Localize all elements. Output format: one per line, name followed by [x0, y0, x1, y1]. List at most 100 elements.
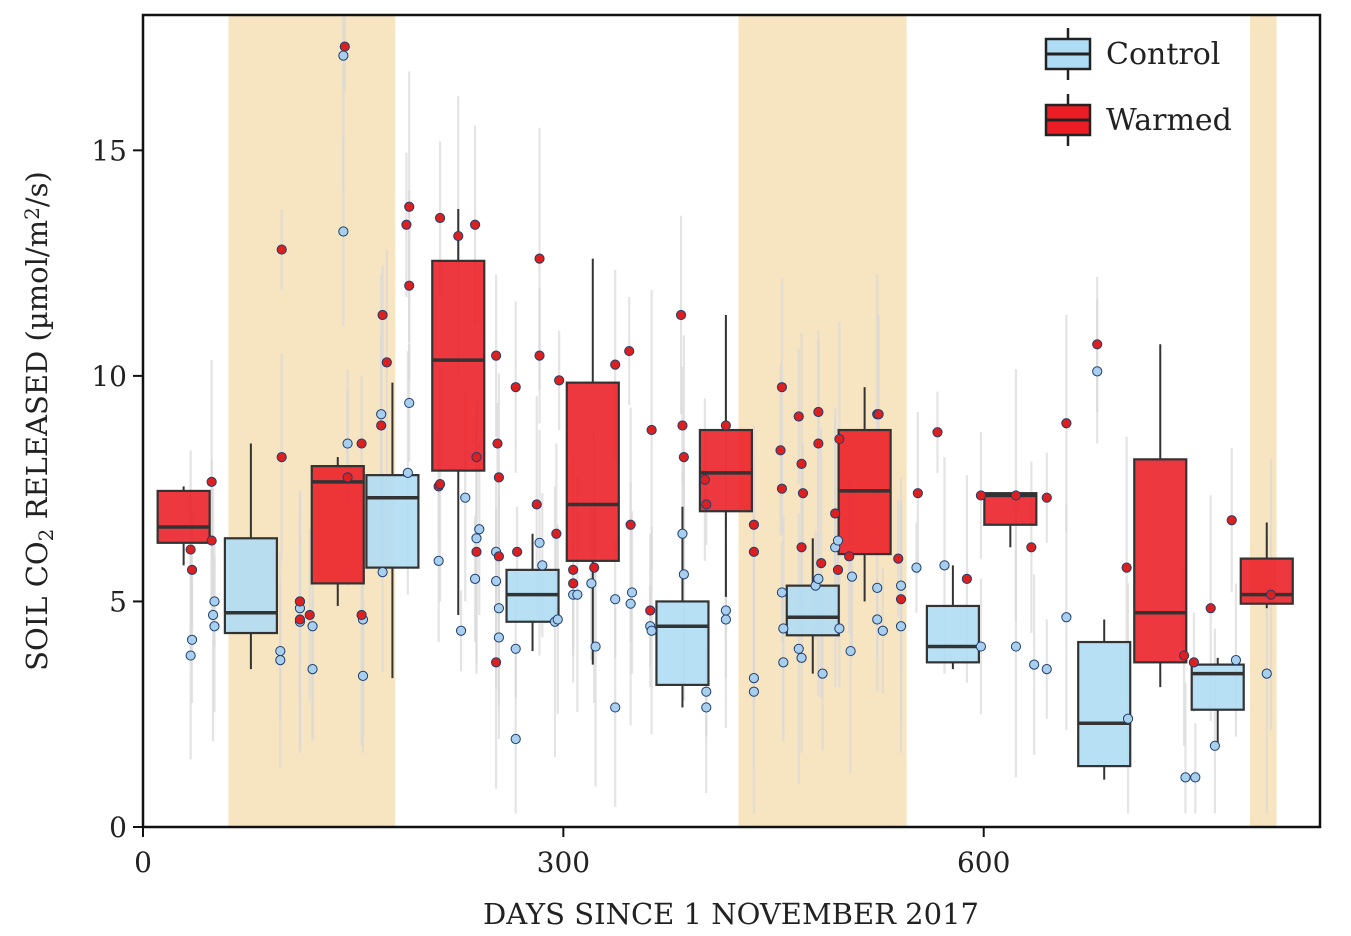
control-point	[338, 50, 349, 61]
warmed-point	[1205, 603, 1216, 614]
warmed-point	[720, 420, 731, 431]
control-box	[655, 506, 710, 708]
control-point	[975, 641, 987, 652]
control-point	[185, 650, 196, 661]
control-point	[460, 492, 471, 503]
box-body	[310, 465, 365, 585]
control-point	[275, 654, 286, 666]
warmed-point	[675, 309, 687, 321]
control-point	[895, 580, 907, 591]
warmed-point	[471, 546, 482, 557]
warmed-point	[1265, 589, 1277, 600]
warmed-point	[568, 578, 579, 589]
warmed-point	[912, 488, 923, 499]
control-box	[505, 533, 560, 652]
warmed-point	[356, 609, 367, 621]
control-point	[491, 576, 502, 587]
box-body	[1190, 663, 1245, 711]
warmed-point	[1121, 562, 1132, 573]
box-body	[1133, 458, 1188, 664]
warmed-point	[534, 350, 545, 361]
warmed-point	[589, 562, 600, 573]
warmed-point	[834, 433, 845, 445]
warmed-point	[961, 573, 973, 584]
warmed-point	[469, 219, 481, 230]
warmed-box	[310, 457, 365, 606]
warmed-point	[1041, 492, 1052, 503]
x-tick-label: 0	[134, 846, 152, 879]
control-box	[1190, 657, 1245, 746]
warmed-box	[156, 486, 211, 566]
legend-item-warmed: Warmed	[1044, 94, 1232, 146]
warmed-point	[776, 382, 788, 393]
y-axis-title-part: 2	[34, 529, 58, 542]
warmed-point	[699, 474, 710, 485]
warmed-point	[276, 451, 287, 463]
warmed-point	[401, 219, 412, 230]
warmed-box	[1133, 344, 1188, 688]
data-points	[185, 41, 1277, 783]
control-point	[1180, 772, 1191, 783]
warmed-point	[677, 420, 688, 431]
control-point	[793, 643, 804, 654]
box-body	[431, 259, 486, 472]
control-point	[1230, 654, 1242, 666]
control-point	[209, 621, 220, 632]
warmed-point	[893, 553, 904, 564]
control-point	[338, 226, 349, 237]
warmed-point	[1010, 490, 1022, 501]
warmed-point	[381, 357, 392, 368]
control-point	[872, 614, 883, 625]
control-point	[404, 397, 415, 409]
control-point	[610, 594, 621, 605]
warmed-point	[404, 201, 415, 212]
control-point	[590, 641, 601, 652]
box-body	[925, 604, 980, 664]
y-tick-label: 15	[91, 134, 127, 167]
box-body	[365, 474, 420, 569]
control-point	[845, 645, 856, 657]
warmed-point	[932, 427, 943, 438]
warmed-box	[698, 314, 753, 597]
control-point	[307, 664, 318, 675]
control-point	[209, 596, 220, 607]
warmed-point	[832, 564, 844, 575]
plot-frame	[141, 13, 1322, 829]
control-box	[223, 443, 278, 670]
warmed-box	[1239, 522, 1294, 609]
warmed-point	[568, 564, 579, 575]
warmed-point	[1092, 339, 1103, 350]
warmed-point	[748, 519, 760, 530]
warmed-point	[342, 472, 353, 483]
warmed-point	[356, 438, 367, 449]
control-point	[455, 625, 467, 636]
warmed-point	[748, 546, 760, 557]
warmed-point	[830, 508, 841, 519]
warmed-point	[404, 280, 415, 291]
warmed-point	[873, 409, 884, 420]
legend-label: Warmed	[1106, 103, 1232, 138]
warmed-point	[701, 499, 712, 510]
control-point	[846, 571, 858, 582]
warmed-point	[975, 490, 987, 501]
x-axis-title: DAYS SINCE 1 NOVEMBER 2017	[483, 897, 979, 931]
warmed-point	[294, 614, 306, 625]
boxplots	[156, 208, 1294, 780]
control-point	[572, 589, 583, 600]
box-body	[698, 428, 753, 513]
warmed-box	[837, 387, 892, 602]
control-point	[207, 609, 219, 621]
warmed-point	[304, 609, 315, 621]
control-point	[493, 632, 505, 643]
warmed-point	[844, 551, 855, 562]
control-point	[610, 702, 621, 713]
warmed-point	[434, 212, 446, 224]
control-point	[510, 643, 521, 654]
warmed-point	[625, 519, 636, 530]
warmed-point	[624, 345, 635, 357]
warmed-point	[339, 41, 350, 52]
y-tick-label: 0	[109, 811, 127, 844]
warmed-point	[1061, 418, 1072, 429]
warmed-point	[531, 499, 542, 510]
